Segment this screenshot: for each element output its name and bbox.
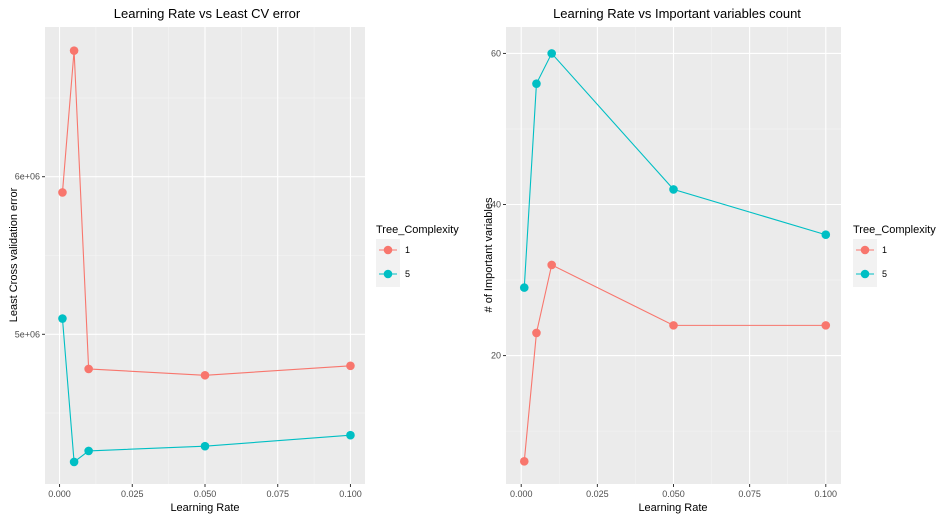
y-tick-label: 6e+06 — [15, 172, 40, 182]
legend: Tree_Complexity 15 — [376, 224, 459, 287]
legend-key-point — [860, 245, 870, 255]
grid-lines — [45, 27, 365, 484]
legend-title: Tree_Complexity — [853, 224, 936, 236]
y-tick-label: 60 — [491, 48, 501, 58]
y-axis: 20 40 60 — [491, 48, 506, 361]
important-vars-chart: Learning Rate vs Important variables cou… — [483, 6, 936, 514]
data-point-5 — [84, 446, 93, 456]
legend-key-point — [383, 245, 393, 255]
legend-keys: 15 — [379, 245, 410, 279]
x-tick-label: 0.000 — [48, 489, 71, 499]
x-tick-label: 0.100 — [339, 489, 362, 499]
chart-title: Learning Rate vs Important variables cou… — [553, 6, 801, 21]
data-point-1 — [84, 364, 93, 374]
y-axis-title: Least Cross validation error — [8, 187, 20, 322]
chart-title: Learning Rate vs Least CV error — [114, 6, 301, 21]
cv-error-chart: Learning Rate vs Least CV error 0.000 0.0… — [8, 6, 459, 514]
y-axis: 5e+06 6e+06 — [15, 172, 45, 339]
data-point-5 — [346, 430, 355, 440]
legend-key-point — [860, 269, 870, 279]
grid-lines — [506, 27, 841, 484]
data-point-1 — [821, 321, 831, 330]
legend-key-point — [383, 269, 393, 279]
legend-label: 5 — [405, 269, 410, 279]
data-point-5 — [669, 185, 678, 194]
data-point-1 — [669, 321, 678, 330]
x-tick-label: 0.100 — [815, 489, 838, 499]
data-point-1 — [519, 457, 529, 466]
data-point-5 — [58, 314, 67, 323]
x-axis-title: Learning Rate — [170, 502, 239, 514]
x-tick-label: 0.000 — [510, 489, 533, 499]
data-point-5 — [532, 79, 541, 88]
legend-label: 1 — [405, 245, 410, 255]
x-tick-label: 0.075 — [266, 489, 289, 499]
x-tick-label: 0.025 — [586, 489, 609, 499]
legend-title: Tree_Complexity — [376, 224, 459, 236]
legend: Tree_Complexity 15 — [853, 224, 936, 287]
x-axis-title: Learning Rate — [638, 502, 707, 514]
data-point-1 — [69, 46, 79, 55]
x-tick-label: 0.050 — [194, 489, 217, 499]
data-point-1 — [547, 260, 556, 270]
series-points — [519, 49, 831, 466]
data-point-5 — [821, 230, 831, 240]
y-axis-title: # of Important variables — [483, 197, 495, 312]
legend-keys: 15 — [856, 245, 887, 279]
legend-label: 5 — [882, 269, 887, 279]
y-tick-label: 40 — [491, 200, 501, 210]
y-tick-label: 5e+06 — [15, 329, 40, 339]
x-axis: 0.000 0.025 0.050 0.075 0.100 — [48, 484, 362, 499]
data-point-1 — [346, 361, 355, 371]
data-point-5 — [69, 457, 79, 467]
x-axis: 0.000 0.025 0.050 0.075 0.100 — [510, 484, 837, 499]
x-tick-label: 0.025 — [121, 489, 144, 499]
data-point-5 — [547, 49, 556, 58]
y-tick-label: 20 — [491, 351, 501, 361]
data-point-5 — [519, 283, 529, 292]
data-point-1 — [532, 328, 541, 338]
series-points — [58, 46, 355, 467]
legend-label: 1 — [882, 245, 887, 255]
data-point-5 — [200, 441, 210, 451]
data-point-1 — [200, 370, 210, 380]
x-tick-label: 0.050 — [662, 489, 685, 499]
x-tick-label: 0.075 — [738, 489, 761, 499]
data-point-1 — [58, 188, 67, 197]
